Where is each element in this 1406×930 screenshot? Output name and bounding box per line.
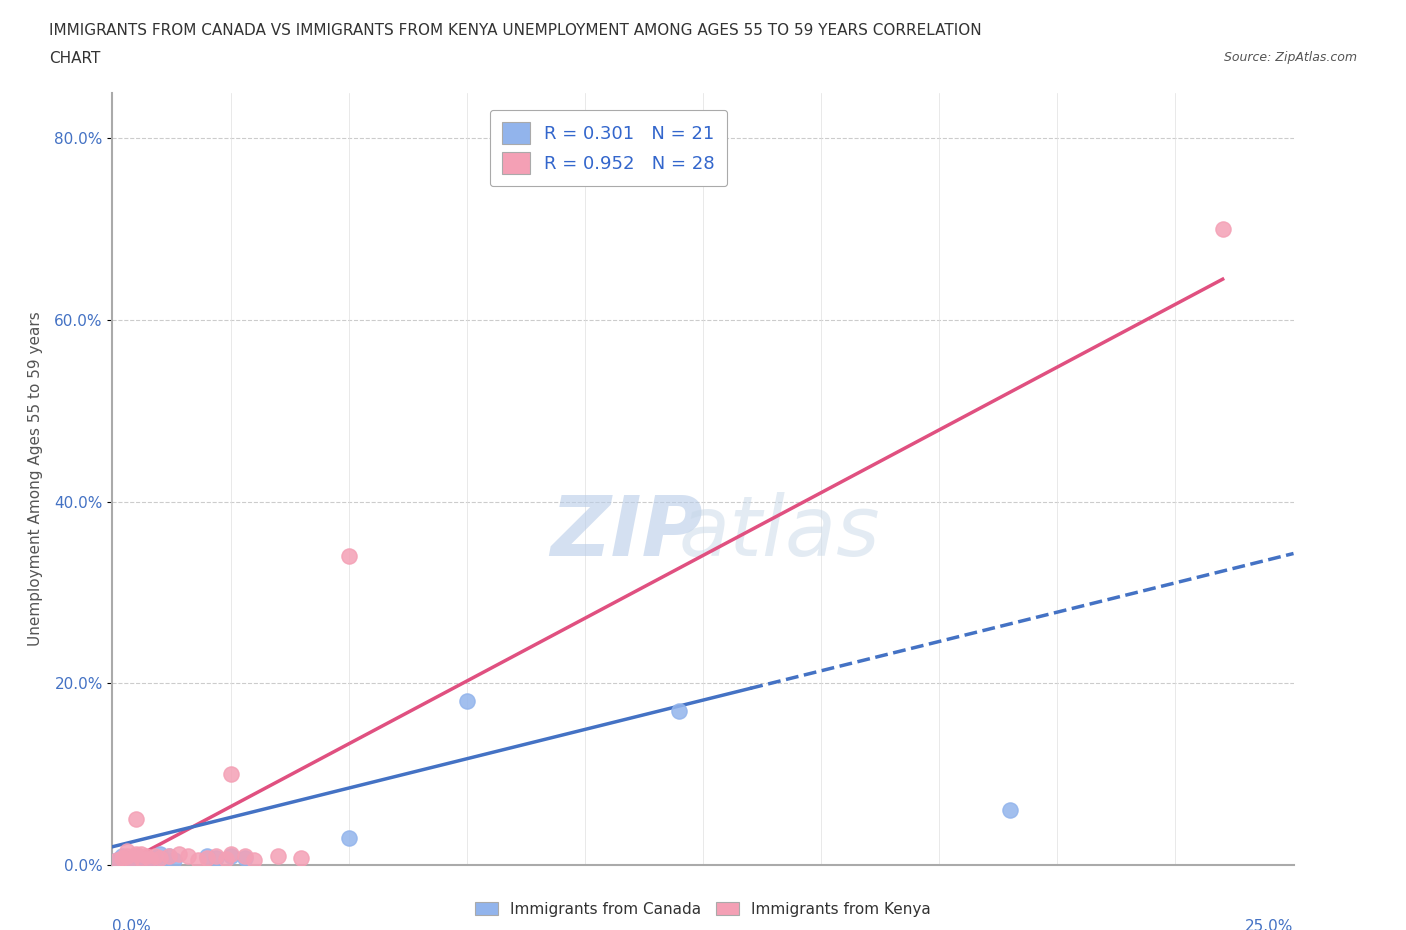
Legend: Immigrants from Canada, Immigrants from Kenya: Immigrants from Canada, Immigrants from …: [468, 896, 938, 923]
Point: [177, 848, 200, 863]
Point: [115, 853, 138, 868]
Point: [267, 848, 290, 863]
Point: [135, 848, 157, 863]
Point: [135, 852, 157, 867]
Text: CHART: CHART: [49, 51, 101, 66]
Point: [219, 848, 242, 863]
Point: [205, 850, 228, 865]
Point: [105, 853, 128, 868]
Point: [125, 812, 148, 827]
Point: [205, 848, 228, 863]
Point: [153, 853, 176, 868]
Point: [115, 848, 138, 863]
Point: [105, 853, 128, 868]
Point: [195, 850, 218, 865]
Text: atlas: atlas: [679, 493, 880, 574]
Point: [290, 850, 312, 865]
Y-axis label: Unemployment Among Ages 55 to 59 years: Unemployment Among Ages 55 to 59 years: [28, 312, 44, 646]
Point: [139, 852, 162, 867]
Point: [149, 850, 172, 865]
Point: [233, 850, 256, 865]
Point: [115, 844, 138, 858]
Point: [157, 848, 180, 863]
Point: [111, 848, 134, 863]
Point: [125, 846, 148, 861]
Point: [456, 694, 478, 709]
Point: [143, 850, 166, 865]
Point: [125, 848, 148, 863]
Text: 25.0%: 25.0%: [1246, 919, 1294, 930]
Text: 0.0%: 0.0%: [112, 919, 152, 930]
Point: [120, 853, 142, 868]
Text: IMMIGRANTS FROM CANADA VS IMMIGRANTS FROM KENYA UNEMPLOYMENT AMONG AGES 55 TO 59: IMMIGRANTS FROM CANADA VS IMMIGRANTS FRO…: [49, 23, 981, 38]
Text: Source: ZipAtlas.com: Source: ZipAtlas.com: [1223, 51, 1357, 64]
Point: [219, 766, 242, 781]
Point: [139, 853, 162, 868]
Point: [167, 846, 190, 861]
Point: [143, 848, 166, 863]
Legend: R = 0.301   N = 21, R = 0.952   N = 28: R = 0.301 N = 21, R = 0.952 N = 28: [489, 110, 727, 186]
Point: [120, 850, 142, 865]
Point: [215, 852, 238, 867]
Point: [149, 846, 172, 861]
Point: [163, 853, 186, 868]
Point: [668, 703, 690, 718]
Text: ZIP: ZIP: [550, 493, 703, 574]
Point: [337, 830, 360, 845]
Point: [998, 803, 1021, 817]
Point: [157, 848, 180, 863]
Point: [233, 848, 256, 863]
Point: [186, 853, 208, 868]
Point: [129, 850, 152, 865]
Point: [243, 853, 266, 868]
Point: [129, 846, 152, 861]
Point: [219, 846, 242, 861]
Point: [1212, 221, 1234, 236]
Point: [111, 850, 134, 865]
Point: [195, 848, 218, 863]
Point: [337, 549, 360, 564]
Point: [129, 855, 152, 870]
